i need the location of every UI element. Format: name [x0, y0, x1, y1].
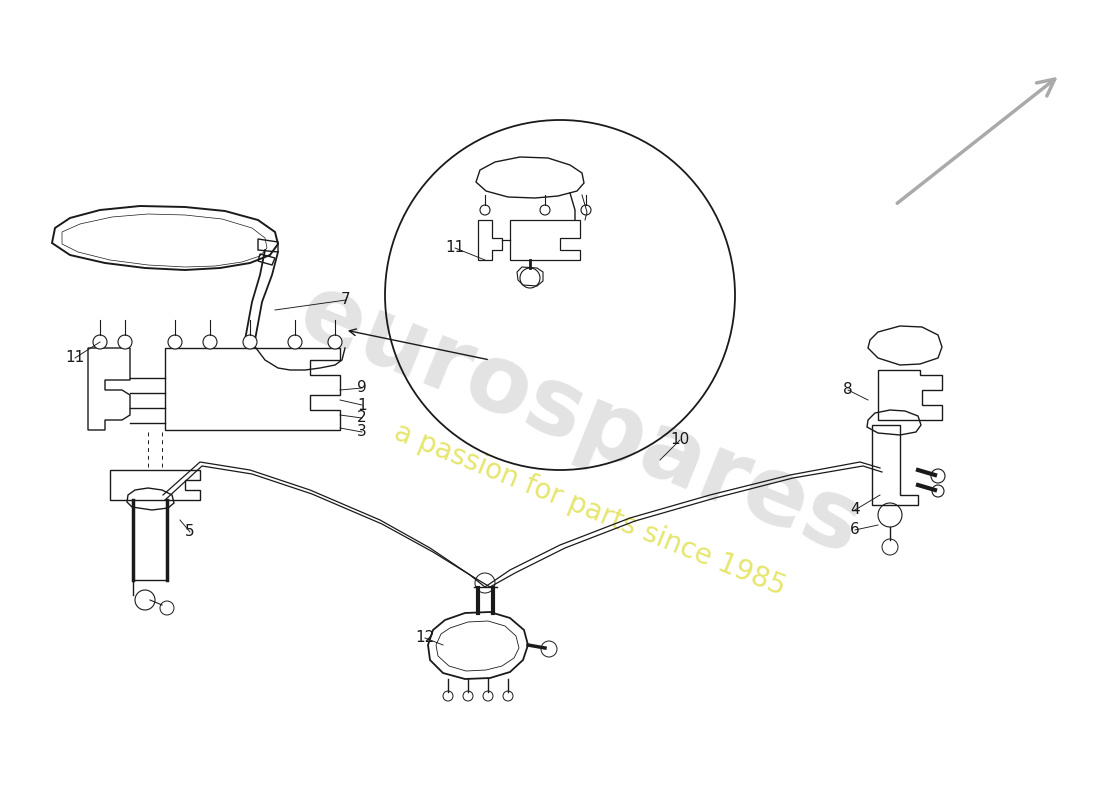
Text: 8: 8: [844, 382, 852, 398]
Text: 4: 4: [850, 502, 860, 518]
Text: a passion for parts since 1985: a passion for parts since 1985: [390, 418, 790, 602]
Circle shape: [328, 335, 342, 349]
Text: 9: 9: [358, 381, 367, 395]
Circle shape: [480, 205, 490, 215]
Text: 6: 6: [850, 522, 860, 538]
Circle shape: [204, 335, 217, 349]
Circle shape: [94, 335, 107, 349]
Circle shape: [288, 335, 302, 349]
Circle shape: [243, 335, 257, 349]
Text: 11: 11: [65, 350, 85, 366]
Circle shape: [118, 335, 132, 349]
Text: 7: 7: [341, 293, 351, 307]
Text: 10: 10: [670, 433, 690, 447]
Circle shape: [168, 335, 182, 349]
Circle shape: [540, 205, 550, 215]
Text: 12: 12: [416, 630, 434, 646]
Circle shape: [581, 205, 591, 215]
Text: eurospares: eurospares: [286, 266, 874, 574]
Text: 1: 1: [358, 398, 366, 413]
Text: 5: 5: [185, 525, 195, 539]
Text: 11: 11: [446, 241, 464, 255]
Text: 2: 2: [358, 410, 366, 426]
Text: 3: 3: [358, 425, 367, 439]
